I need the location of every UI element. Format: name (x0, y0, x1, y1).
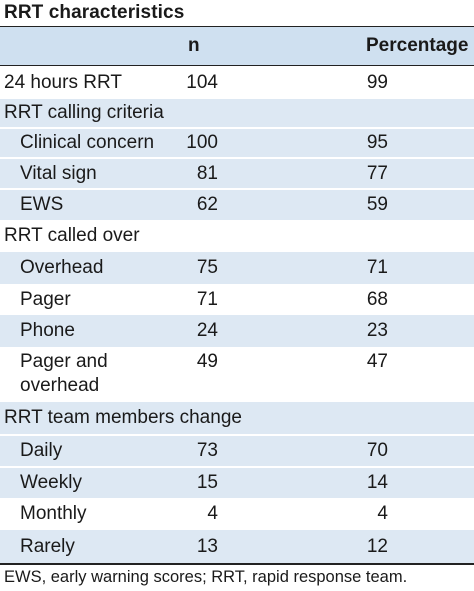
column-header-percentage: Percentage (366, 35, 469, 56)
row-n: 75 (196, 257, 218, 278)
row-n: 15 (196, 472, 218, 493)
section-label: RRT calling criteria (4, 102, 164, 123)
column-header-n: n (188, 35, 200, 56)
table-row: Daily 73 70 (0, 434, 474, 466)
row-percentage: 68 (366, 289, 388, 310)
table-section-row: RRT called over (0, 220, 474, 252)
row-label: Overhead (20, 257, 104, 278)
table-row: Monthly 4 4 (0, 498, 474, 530)
section-label: RRT called over (4, 225, 140, 246)
row-label: Phone (20, 320, 75, 341)
row-n: 4 (207, 503, 218, 524)
row-label: Weekly (20, 472, 82, 493)
row-label: Pager and overhead (20, 351, 108, 396)
row-n: 71 (196, 289, 218, 310)
row-percentage: 14 (366, 472, 388, 493)
row-label: Pager (20, 289, 71, 310)
row-label: 24 hours RRT (4, 72, 122, 93)
row-n: 104 (186, 72, 218, 93)
row-percentage: 59 (366, 194, 388, 215)
row-percentage: 47 (366, 351, 388, 372)
table-row: Overhead 75 71 (0, 252, 474, 284)
table-row: Phone 24 23 (0, 315, 474, 347)
row-n: 49 (196, 351, 218, 372)
row-percentage: 99 (366, 72, 388, 93)
table-row: Weekly 15 14 (0, 466, 474, 498)
table-row: EWS 62 59 (0, 188, 474, 220)
row-label: EWS (20, 194, 64, 215)
row-label: Rarely (20, 536, 75, 557)
table-section-row: RRT team members change (0, 402, 474, 434)
row-label: Daily (20, 440, 63, 461)
table-title: RRT characteristics (4, 2, 185, 23)
table-row: Pager 71 68 (0, 284, 474, 315)
table-row: Vital sign 81 77 (0, 157, 474, 188)
row-n: 62 (196, 194, 218, 215)
row-percentage: 12 (366, 536, 388, 557)
table-row: Rarely 13 12 (0, 530, 474, 563)
row-n: 73 (196, 440, 218, 461)
row-n: 13 (196, 536, 218, 557)
row-percentage: 70 (366, 440, 388, 461)
table-footnote: EWS, early warning scores; RRT, rapid re… (4, 568, 408, 586)
section-label: RRT team members change (4, 407, 242, 428)
table-row: 24 hours RRT 104 99 (0, 66, 474, 99)
row-n: 81 (196, 163, 218, 184)
table-header-row: n Percentage (0, 26, 474, 66)
row-n: 24 (196, 320, 218, 341)
row-percentage: 77 (366, 163, 388, 184)
table-section-row: RRT calling criteria (0, 99, 474, 127)
row-percentage: 23 (366, 320, 388, 341)
bottom-rule (0, 563, 474, 565)
row-percentage: 4 (377, 503, 388, 524)
row-percentage: 95 (366, 132, 388, 153)
row-label: Vital sign (20, 163, 97, 184)
row-label: Monthly (20, 503, 87, 524)
table-row: Pager and overhead 49 47 (0, 347, 474, 402)
row-label: Clinical concern (20, 132, 155, 153)
row-percentage: 71 (366, 257, 388, 278)
row-n: 100 (186, 132, 218, 153)
table-row: Clinical concern 100 95 (0, 127, 474, 157)
